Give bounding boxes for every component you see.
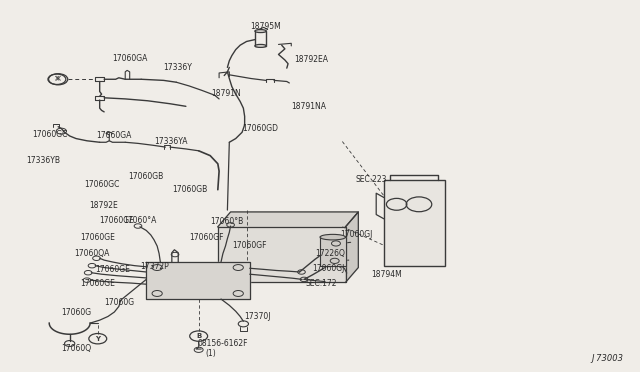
Polygon shape bbox=[320, 238, 346, 266]
Text: 17060GD: 17060GD bbox=[242, 124, 278, 133]
Text: 17060GE: 17060GE bbox=[81, 233, 115, 243]
Polygon shape bbox=[218, 212, 358, 227]
Text: 18795M: 18795M bbox=[250, 22, 280, 31]
Text: 17060GA: 17060GA bbox=[97, 131, 132, 141]
Text: 18792E: 18792E bbox=[89, 201, 118, 210]
Text: 17060G: 17060G bbox=[104, 298, 134, 307]
Text: 17060GF: 17060GF bbox=[189, 233, 223, 243]
Text: 17060°B: 17060°B bbox=[210, 217, 243, 226]
Text: 18791NA: 18791NA bbox=[291, 102, 326, 111]
Text: (1): (1) bbox=[205, 349, 216, 358]
Text: 17060GC: 17060GC bbox=[33, 129, 68, 139]
Polygon shape bbox=[147, 262, 250, 299]
Text: 18794M: 18794M bbox=[371, 270, 402, 279]
Text: 17060GB: 17060GB bbox=[129, 172, 164, 181]
Text: 17336YB: 17336YB bbox=[26, 156, 60, 165]
Bar bbox=[384, 180, 445, 266]
Text: 17060GE: 17060GE bbox=[95, 265, 130, 274]
Text: 17336Y: 17336Y bbox=[164, 63, 193, 72]
Text: 17370J: 17370J bbox=[244, 312, 271, 321]
Polygon shape bbox=[346, 212, 358, 282]
Text: 18791N: 18791N bbox=[211, 89, 241, 98]
Text: 17060GF: 17060GF bbox=[232, 241, 266, 250]
Text: J 73003: J 73003 bbox=[591, 354, 623, 363]
Text: 18792EA: 18792EA bbox=[294, 55, 328, 64]
Polygon shape bbox=[218, 227, 346, 282]
Text: 17060Q: 17060Q bbox=[61, 344, 92, 353]
Ellipse shape bbox=[320, 234, 346, 240]
Text: SEC.223: SEC.223 bbox=[356, 175, 387, 184]
Bar bbox=[390, 251, 410, 259]
Ellipse shape bbox=[255, 44, 266, 47]
Text: 08156-6162F: 08156-6162F bbox=[197, 339, 248, 348]
Text: ×: × bbox=[54, 75, 61, 84]
Text: 17226Q: 17226Q bbox=[315, 249, 345, 258]
Text: SEC.172: SEC.172 bbox=[306, 279, 337, 288]
Text: 17060°A: 17060°A bbox=[124, 216, 157, 225]
Text: 17060GC: 17060GC bbox=[84, 180, 119, 189]
Text: B: B bbox=[196, 333, 202, 339]
Text: 17060GJ: 17060GJ bbox=[340, 230, 373, 240]
Text: 17060GE: 17060GE bbox=[81, 279, 115, 288]
Text: 17060G: 17060G bbox=[61, 308, 92, 317]
Text: 17372P: 17372P bbox=[140, 262, 169, 271]
Text: 17060GE: 17060GE bbox=[100, 216, 134, 225]
Text: 17060GJ: 17060GJ bbox=[312, 264, 345, 273]
Text: 17060GA: 17060GA bbox=[113, 54, 148, 62]
Ellipse shape bbox=[255, 30, 266, 33]
Text: 17060GB: 17060GB bbox=[172, 185, 207, 194]
Text: ×: × bbox=[54, 75, 60, 84]
Text: 17336YA: 17336YA bbox=[154, 137, 188, 146]
Text: 17060QA: 17060QA bbox=[74, 249, 109, 258]
Text: Y: Y bbox=[95, 336, 100, 342]
